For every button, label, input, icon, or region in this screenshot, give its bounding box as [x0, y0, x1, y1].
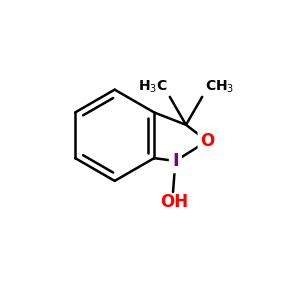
Text: O: O	[200, 132, 214, 150]
Text: H$_3$C: H$_3$C	[138, 79, 167, 95]
Text: I: I	[172, 152, 179, 170]
Text: OH: OH	[160, 194, 189, 211]
Text: CH$_3$: CH$_3$	[205, 79, 234, 95]
